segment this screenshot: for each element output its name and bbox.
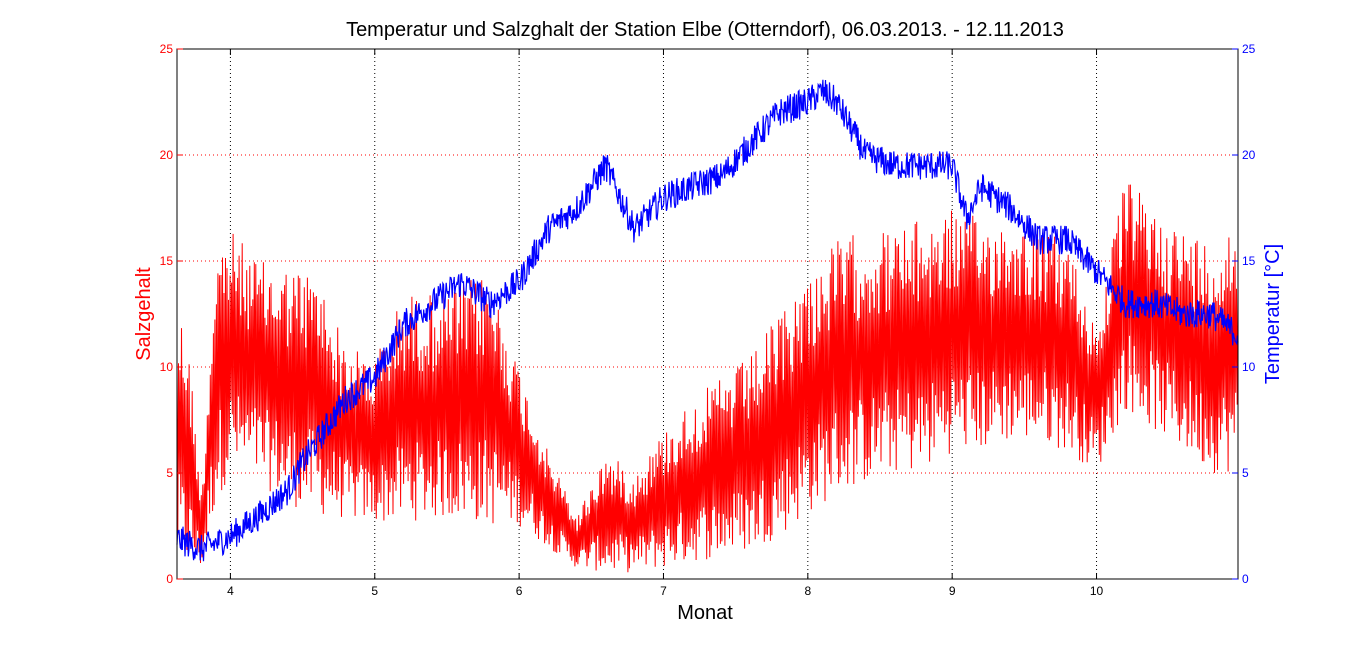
- left-tick-label: 15: [160, 254, 174, 268]
- left-tick-label: 0: [166, 572, 173, 586]
- left-tick-label: 10: [160, 360, 174, 374]
- right-tick-label: 20: [1242, 148, 1256, 162]
- plot-frame: [176, 48, 1239, 580]
- right-tick-label: 10: [1242, 360, 1256, 374]
- salzgehalt-line: [176, 184, 1239, 573]
- x-tick-label: 9: [949, 584, 956, 598]
- left-y-axis-label: Salzgehalt: [133, 267, 155, 361]
- x-tick-label: 6: [516, 584, 523, 598]
- temperatur-series: [176, 79, 1239, 562]
- salzgehalt-series: [176, 184, 1239, 573]
- left-tick-label: 5: [166, 466, 173, 480]
- right-tick-label: 0: [1242, 572, 1249, 586]
- x-tick-label: 5: [371, 584, 378, 598]
- x-tick-label: 10: [1090, 584, 1104, 598]
- right-tick-label: 5: [1242, 466, 1249, 480]
- x-axis-label: Monat: [677, 602, 733, 624]
- right-y-axis: 0 5 10 15 20 25: [1232, 42, 1256, 586]
- x-tick-label: 4: [227, 584, 234, 598]
- left-y-axis: 0 5 10 15 20 25: [160, 42, 183, 586]
- x-tick-label: 8: [804, 584, 811, 598]
- right-tick-label: 15: [1242, 254, 1256, 268]
- x-axis: 4 5 6 7 8 9 10: [227, 49, 1104, 598]
- temperatur-line: [176, 79, 1239, 562]
- left-tick-label: 25: [160, 42, 174, 56]
- left-tick-label: 20: [160, 148, 174, 162]
- x-tick-label: 7: [660, 584, 667, 598]
- right-tick-label: 25: [1242, 42, 1256, 56]
- right-y-axis-label: Temperatur [°C]: [1262, 244, 1284, 384]
- chart-title: Temperatur und Salzghalt der Station Elb…: [346, 19, 1064, 41]
